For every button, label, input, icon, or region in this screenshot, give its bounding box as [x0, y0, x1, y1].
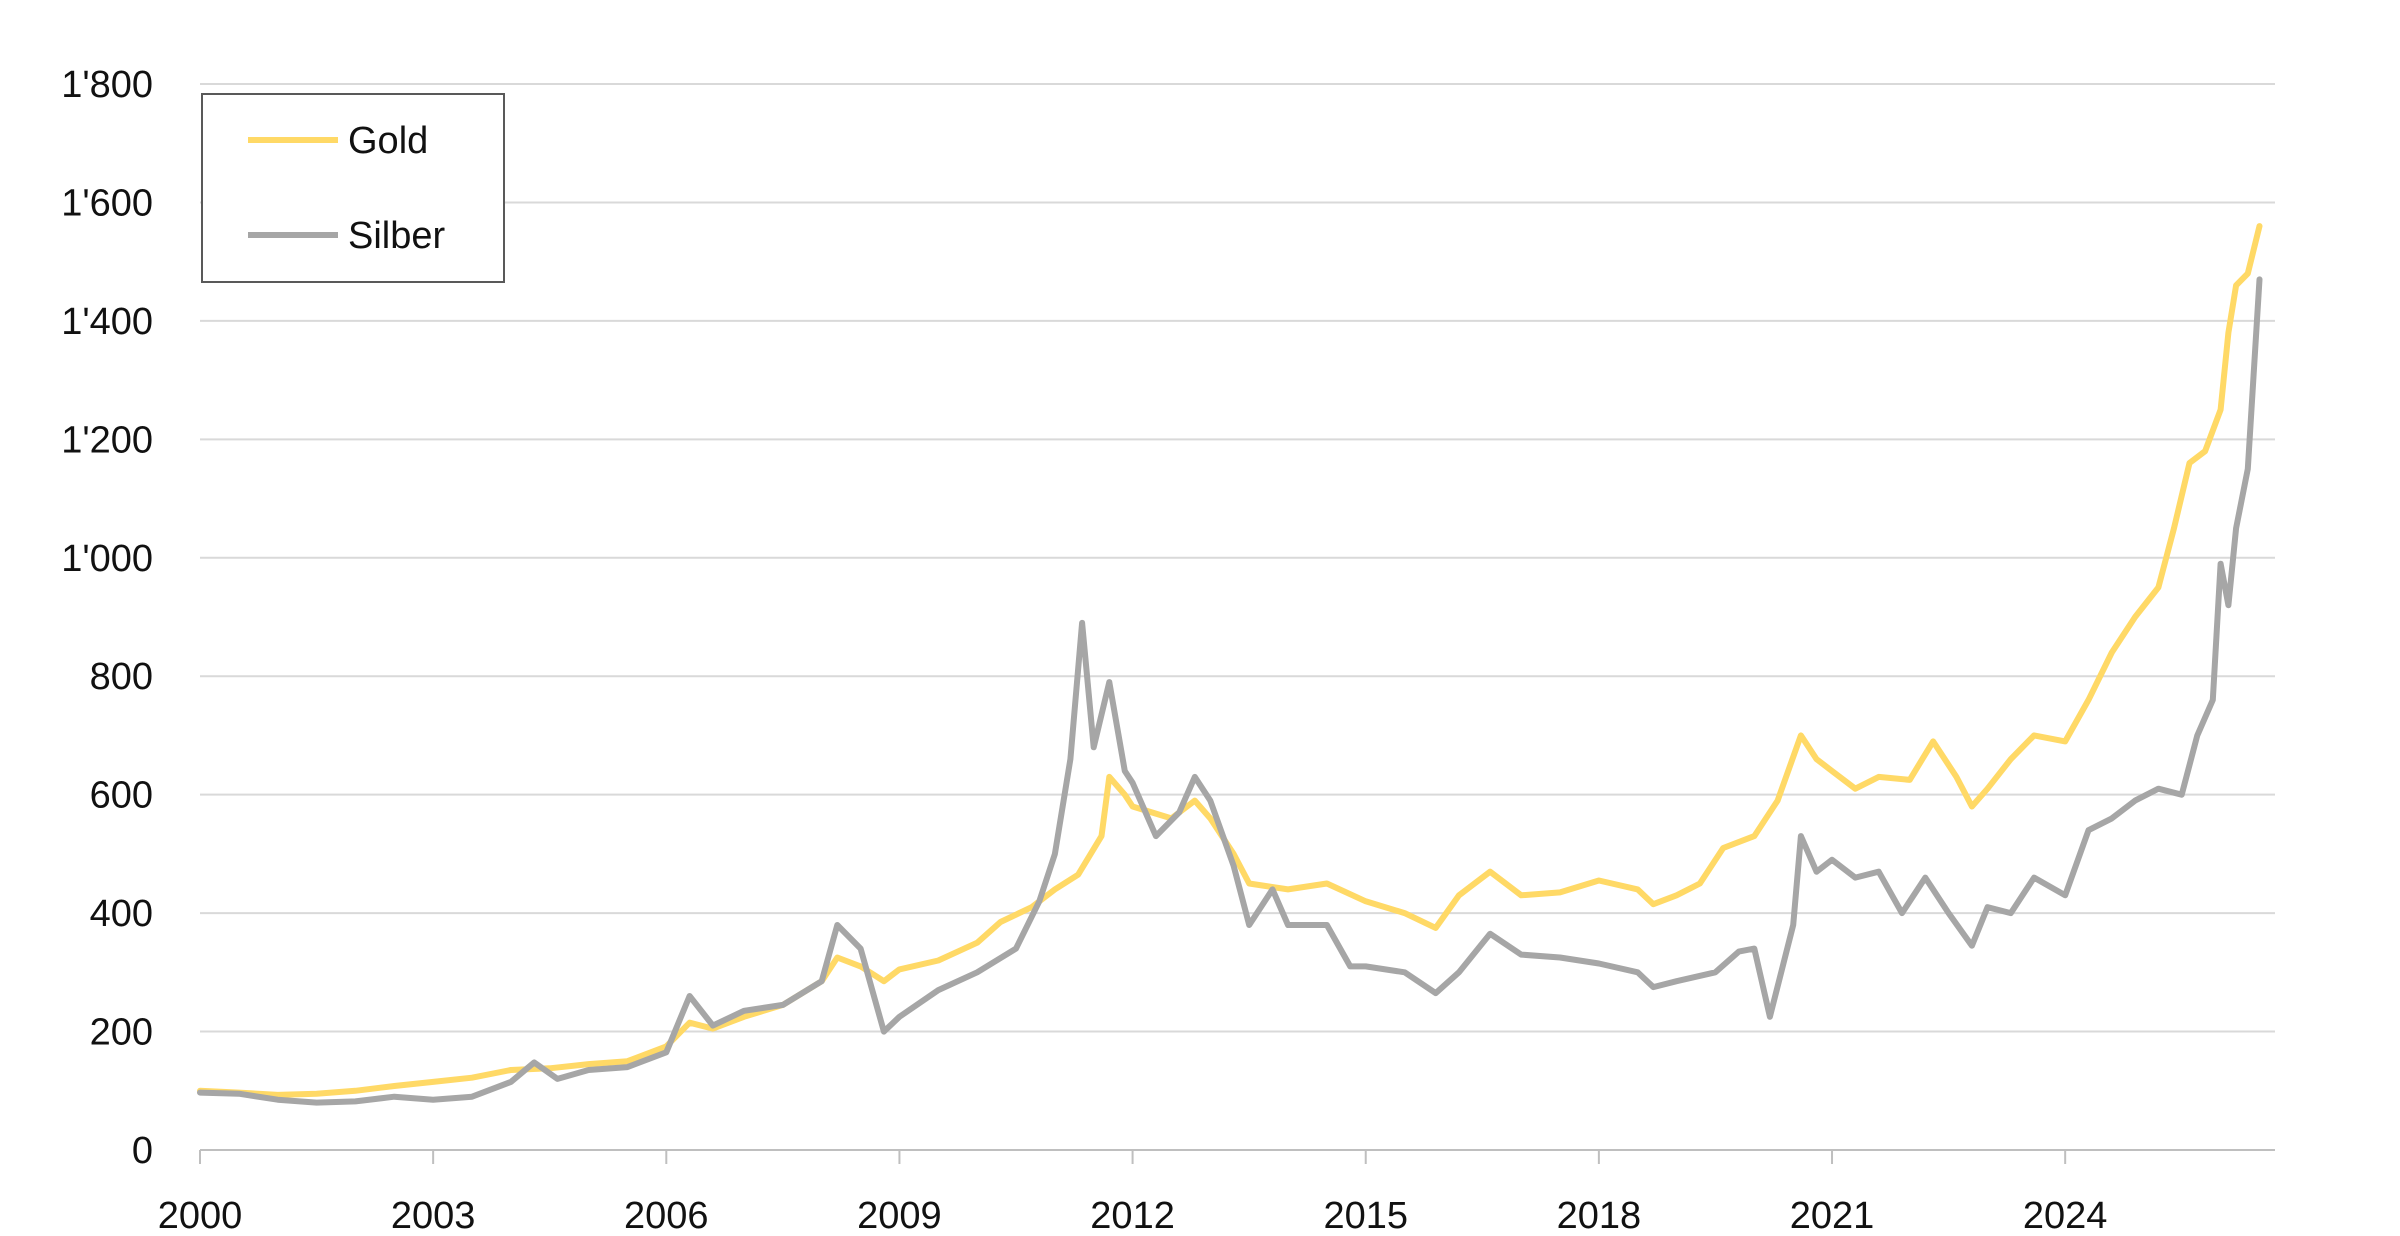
y-tick-label: 200 — [90, 1012, 153, 1054]
series-lines — [197, 223, 2263, 1106]
y-tick-label: 1'200 — [61, 419, 153, 461]
legend-label-gold: Gold — [348, 120, 428, 162]
x-tick-label: 2003 — [391, 1195, 476, 1236]
legend-label-silber: Silber — [348, 215, 445, 257]
x-axis-ticks — [199, 1150, 2067, 1164]
y-tick-label: 0 — [132, 1130, 153, 1172]
x-tick-label: 2018 — [1557, 1195, 1642, 1236]
x-tick-label: 2015 — [1323, 1195, 1408, 1236]
x-tick-label: 2021 — [1790, 1195, 1875, 1236]
y-tick-label: 1'000 — [61, 538, 153, 580]
x-tick-label: 2009 — [857, 1195, 942, 1236]
y-tick-label: 1'600 — [61, 182, 153, 224]
legend: Gold Silber — [201, 93, 505, 283]
x-tick-label: 2024 — [2023, 1195, 2108, 1236]
y-tick-label: 1'800 — [61, 64, 153, 106]
legend-box — [201, 93, 505, 283]
y-axis-tick-labels: 0 200 400 600 800 1'000 1'200 1'400 1'600 1'800 — [61, 64, 153, 1172]
x-tick-label: 2000 — [158, 1195, 243, 1236]
y-gridlines — [200, 83, 2275, 1033]
x-tick-label: 2006 — [624, 1195, 709, 1236]
series-line-gold — [197, 223, 2263, 1098]
y-tick-label: 800 — [90, 656, 153, 698]
y-tick-label: 600 — [90, 775, 153, 817]
x-axis-tick-labels: 2000 2003 2006 2009 2012 2015 2018 2021 2024 — [158, 1195, 2108, 1236]
y-tick-label: 400 — [90, 893, 153, 935]
y-tick-label: 1'400 — [61, 301, 153, 343]
x-tick-label: 2012 — [1090, 1195, 1175, 1236]
series-line-silber — [197, 276, 2263, 1106]
